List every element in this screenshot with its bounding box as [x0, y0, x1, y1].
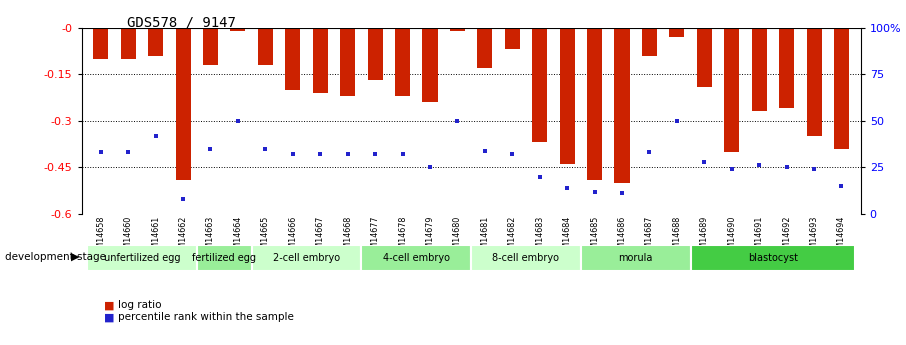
Bar: [258, 28, 273, 65]
Text: ■: ■: [104, 300, 115, 310]
Bar: [670, 28, 684, 37]
Bar: [642, 28, 657, 56]
Bar: [285, 28, 300, 90]
Bar: [752, 28, 766, 111]
Bar: [203, 28, 218, 65]
Bar: [197, 245, 252, 271]
Text: percentile rank within the sample: percentile rank within the sample: [118, 313, 294, 322]
Bar: [395, 28, 410, 96]
Text: ■: ■: [104, 313, 115, 322]
Bar: [581, 245, 690, 271]
Bar: [87, 245, 197, 271]
Bar: [697, 28, 712, 87]
Text: 4-cell embryo: 4-cell embryo: [382, 253, 449, 263]
Bar: [340, 28, 355, 96]
Bar: [230, 28, 246, 31]
Bar: [779, 28, 795, 108]
Bar: [471, 245, 581, 271]
Bar: [806, 28, 822, 136]
Bar: [450, 28, 465, 31]
Bar: [313, 28, 328, 93]
Text: development stage: development stage: [5, 252, 105, 262]
Text: GDS578 / 9147: GDS578 / 9147: [127, 16, 236, 30]
Bar: [690, 245, 855, 271]
Text: 2-cell embryo: 2-cell embryo: [273, 253, 340, 263]
Bar: [834, 28, 849, 149]
Bar: [532, 28, 547, 142]
Text: fertilized egg: fertilized egg: [192, 253, 256, 263]
Text: blastocyst: blastocyst: [748, 253, 798, 263]
Bar: [724, 28, 739, 152]
Text: ▶: ▶: [72, 252, 80, 262]
Bar: [368, 28, 382, 80]
Bar: [505, 28, 520, 49]
Text: unfertilized egg: unfertilized egg: [103, 253, 180, 263]
Bar: [252, 245, 361, 271]
Text: morula: morula: [619, 253, 653, 263]
Bar: [587, 28, 602, 180]
Bar: [477, 28, 492, 68]
Bar: [422, 28, 438, 102]
Bar: [148, 28, 163, 56]
Bar: [120, 28, 136, 59]
Bar: [614, 28, 630, 183]
Bar: [361, 245, 471, 271]
Bar: [176, 28, 190, 180]
Bar: [93, 28, 109, 59]
Text: 8-cell embryo: 8-cell embryo: [493, 253, 560, 263]
Text: log ratio: log ratio: [118, 300, 161, 310]
Bar: [560, 28, 574, 164]
